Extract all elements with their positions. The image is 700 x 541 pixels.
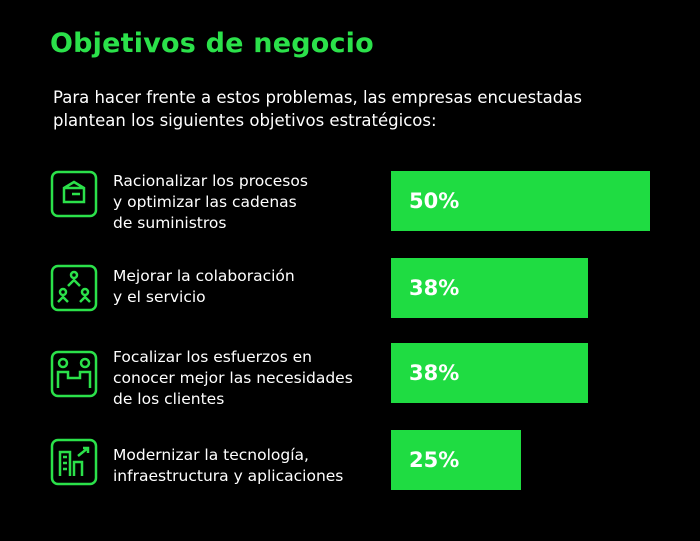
value-label: 38%	[409, 276, 460, 300]
bar	[391, 171, 650, 231]
bar	[391, 258, 588, 318]
chart-subtitle: Para hacer frente a estos problemas, las…	[53, 88, 582, 130]
chart-title: Objetivos de negocio	[50, 28, 374, 59]
category-label: Modernizar la tecnología, infraestructur…	[113, 446, 344, 485]
icon	[50, 170, 98, 218]
category-label: Racionalizar los procesos y optimizar la…	[113, 172, 308, 232]
bar	[391, 343, 588, 403]
icon	[50, 438, 98, 486]
icon	[50, 264, 98, 312]
category-label: Focalizar los esfuerzos en conocer mejor…	[113, 348, 353, 408]
category-label: Mejorar la colaboración y el servicio	[113, 267, 295, 306]
bar	[391, 430, 521, 490]
value-label: 50%	[409, 189, 460, 213]
icon	[50, 350, 98, 398]
value-label: 38%	[409, 361, 460, 385]
value-label: 25%	[409, 448, 460, 472]
